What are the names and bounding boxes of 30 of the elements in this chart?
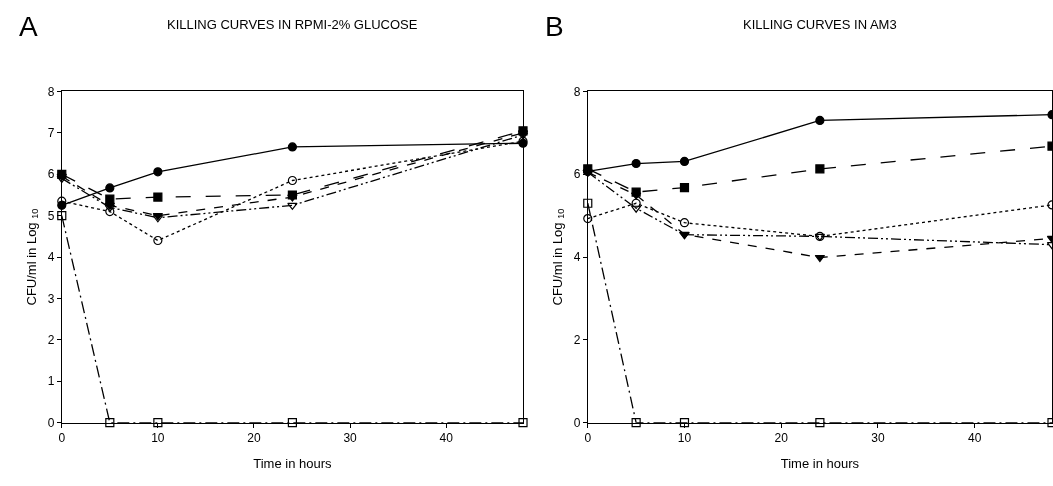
y-tick-label: 8	[573, 84, 581, 99]
y-tick-label: 7	[47, 126, 55, 141]
x-tick-label: 30	[871, 431, 885, 446]
y-tick-label: 2	[47, 333, 55, 348]
x-axis-title: Time in hours	[780, 455, 860, 471]
y-tick-label: 3	[47, 291, 55, 306]
x-tick-label: 30	[343, 431, 358, 446]
y-tick-label: 6	[47, 167, 55, 182]
x-tick-label: 20	[774, 431, 789, 446]
y-tick-label: 4	[573, 250, 581, 265]
y-tick-label: 4	[47, 250, 55, 265]
text: B	[545, 11, 564, 42]
y-tick-label: 0	[47, 415, 55, 430]
y-tick-label: 8	[47, 84, 55, 99]
x-tick-label: 40	[967, 431, 982, 446]
x-tick-label: 40	[439, 431, 454, 446]
x-tick-label: 10	[151, 431, 165, 446]
chart-title: KILLING CURVES IN AM3	[743, 17, 897, 32]
y-tick-label: 2	[573, 333, 581, 348]
x-tick-label: 0	[58, 431, 66, 446]
x-tick-label: 10	[677, 431, 692, 446]
y-tick-label: 1	[47, 374, 55, 389]
chart-title: KILLING CURVES IN RPMI-2% GLUCOSE	[167, 17, 418, 32]
y-tick-label: 6	[573, 167, 581, 182]
y-tick-label: 5	[47, 208, 55, 223]
x-tick-label: 20	[247, 431, 261, 446]
x-axis-title: Time in hours	[253, 455, 333, 471]
y-tick-label: 0	[573, 415, 581, 430]
text: A	[19, 11, 38, 42]
x-tick-label: 0	[584, 431, 592, 446]
